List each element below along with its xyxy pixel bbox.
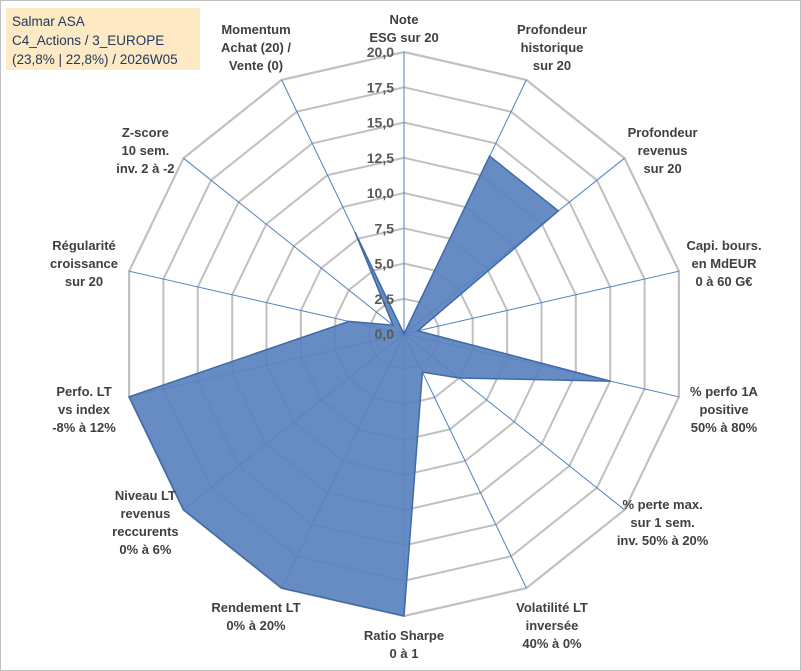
axis-label-10: Perfo. LT vs index -8% à 12% [52, 384, 116, 435]
radar-axis-labels: Note ESG sur 20 Profondeur historique sur 20… [50, 12, 762, 661]
axis-label-13: Momentum Achat (20) / Vente (0) [221, 22, 291, 73]
tick-label-8: 20,0 [367, 44, 394, 60]
axis-label-9: Niveau LT revenus reccurents 0% à 6% [112, 488, 178, 557]
axis-label-3: Capi. bours. en MdEUR 0 à 60 G€ [686, 238, 761, 289]
info-company: Salmar ASA [12, 14, 85, 29]
tick-label-1: 2,5 [375, 291, 395, 307]
tick-label-7: 17,5 [367, 79, 394, 95]
series-polygon [128, 154, 611, 617]
axis-label-1: Profondeur historique sur 20 [517, 22, 587, 73]
axis-label-5: % perte max. sur 1 sem. inv. 50% à 20% [617, 497, 709, 548]
tick-label-0: 0,0 [375, 326, 395, 342]
info-box: Salmar ASA C4_Actions / 3_EUROPE (23,8% … [6, 8, 200, 70]
tick-label-6: 15,0 [367, 115, 394, 131]
tick-label-2: 5,0 [375, 256, 395, 272]
axis-label-11: Régularité croissance sur 20 [50, 238, 118, 289]
axis-spoke-6 [403, 333, 527, 589]
axis-label-8: Rendement LT 0% à 20% [211, 600, 300, 633]
axis-label-0: Note ESG sur 20 [369, 12, 438, 45]
info-category: C4_Actions / 3_EUROPE [12, 33, 165, 48]
radar-tick-labels: 0,0 2,5 5,0 7,5 10,0 12,5 15,0 17,5 20,0 [367, 44, 394, 342]
axis-label-4: % perfo 1A positive 50% à 80% [690, 384, 759, 435]
info-period: (23,8% | 22,8%) / 2026W05 [12, 52, 178, 67]
axis-spoke-3 [403, 270, 680, 335]
axis-label-12: Z-score 10 sem. inv. 2 à -2 [116, 125, 174, 176]
tick-label-3: 7,5 [375, 220, 395, 236]
axis-label-2: Profondeur revenus sur 20 [628, 125, 698, 176]
tick-label-4: 10,0 [367, 185, 394, 201]
axis-label-7: Ratio Sharpe 0 à 1 [364, 628, 444, 661]
radar-series [128, 154, 611, 617]
axis-spoke-12 [183, 157, 405, 335]
tick-label-5: 12,5 [367, 150, 394, 166]
axis-label-6: Volatilité LT inversée 40% à 0% [516, 600, 588, 651]
